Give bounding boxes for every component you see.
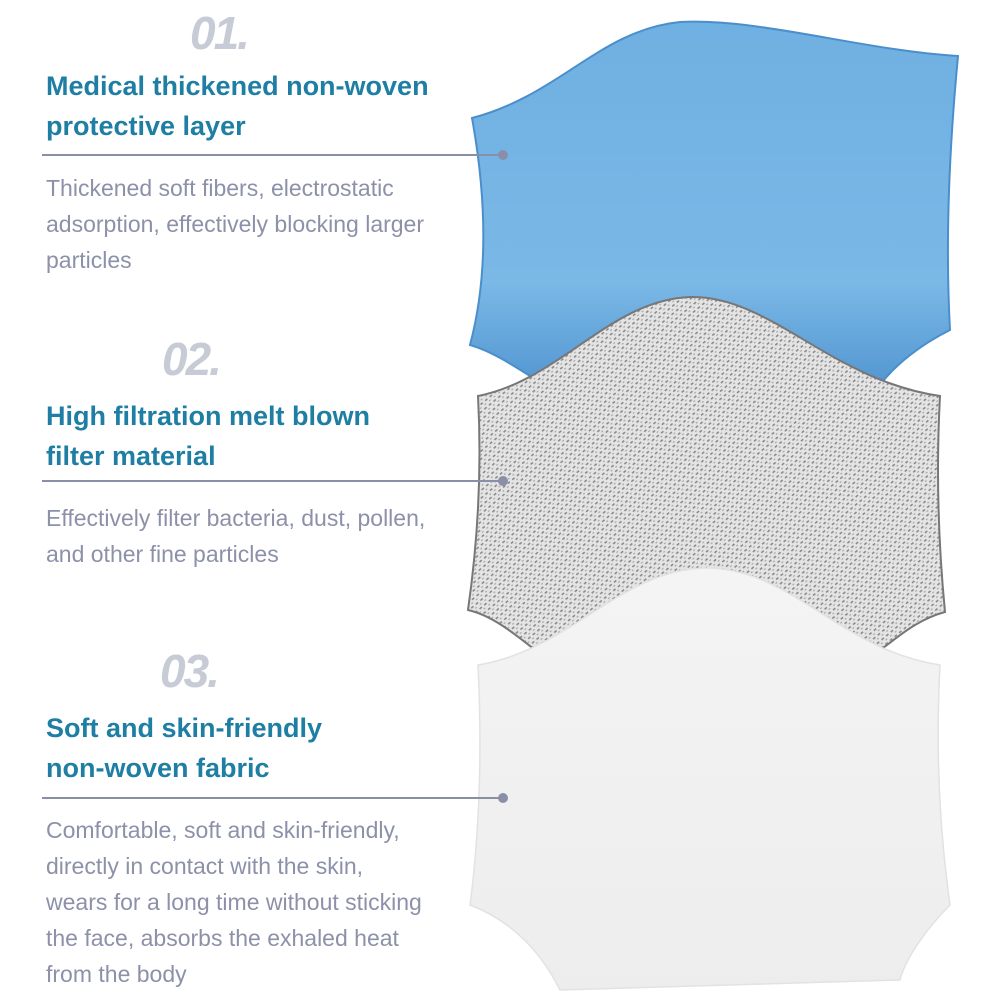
layer-title-3: Soft and skin-friendly non-woven fabric [46,708,322,788]
leader-line-3 [42,793,508,803]
layer-title-2: High filtration melt blown filter materi… [46,396,370,476]
desc-line: Thickened soft fibers, electrostatic [46,175,394,201]
blue-protective-layer [468,20,960,397]
desc-line: wears for a long time without sticking [46,889,422,915]
leader-line-1 [42,150,508,160]
desc-line: particles [46,247,132,273]
title-line: non-woven fabric [46,753,270,783]
desc-line: and other fine particles [46,541,279,567]
desc-line: adsorption, effectively blocking larger [46,211,425,237]
layer-number-2: 02. [162,333,222,385]
layer-number-3: 03. [160,645,220,697]
desc-line: from the body [46,961,187,987]
layer-number-1: 01. [190,7,250,59]
title-line: Medical thickened non-woven [46,71,429,101]
title-line: protective layer [46,111,246,141]
desc-line: the face, absorbs the exhaled heat [46,925,399,951]
title-line: filter material [46,441,216,471]
layer-desc-3: Comfortable, soft and skin-friendly, dir… [46,812,422,992]
desc-line: Effectively filter bacteria, dust, polle… [46,505,426,531]
layer-desc-1: Thickened soft fibers, electrostatic ads… [46,170,424,278]
leader-line-2 [42,476,508,486]
title-line: Soft and skin-friendly [46,713,323,743]
desc-line: directly in contact with the skin, [46,853,364,879]
white-skin-layer [469,567,951,991]
desc-line: Comfortable, soft and skin-friendly, [46,817,400,843]
title-line: High filtration melt blown [46,401,370,431]
layer-desc-2: Effectively filter bacteria, dust, polle… [46,500,425,572]
layer-title-1: Medical thickened non-woven protective l… [46,66,429,146]
gray-meltblown-layer [466,295,947,651]
